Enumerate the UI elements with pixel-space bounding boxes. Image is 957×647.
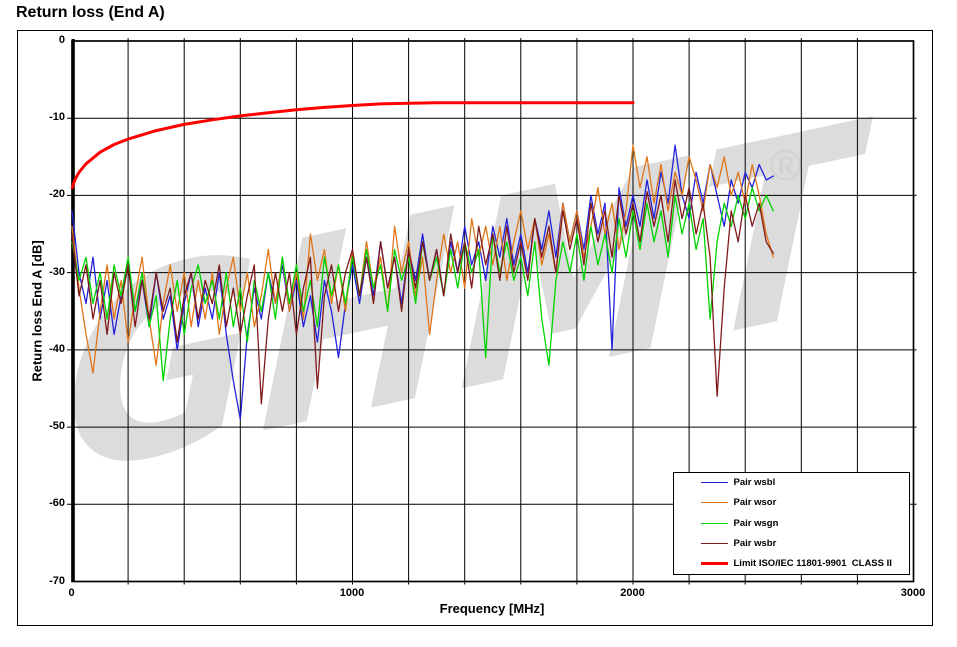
x-tick-label: 2000 <box>620 587 645 599</box>
legend-label: Limit ISO/IEC 11801-9901 CLASS II <box>733 557 892 569</box>
legend-item: Pair wsor <box>674 493 909 513</box>
legend-line-swatch <box>700 522 728 524</box>
y-axis-title: Return loss End A [dB] <box>29 240 45 382</box>
watermark-clip: GHMT ® <box>72 41 914 582</box>
y-tick-label: -30 <box>49 265 65 278</box>
legend-label: Pair wsbl <box>733 477 776 489</box>
series-limit-iso-iec-11801-9901-class-ii <box>70 101 634 190</box>
x-tick-label: 3000 <box>900 587 926 599</box>
legend-line-swatch <box>700 502 728 504</box>
x-axis-title: Frequency [MHz] <box>439 601 545 616</box>
legend-line-swatch <box>700 542 728 544</box>
chart-title: Return loss (End A) <box>16 4 165 21</box>
legend-item: Pair wsbl <box>674 473 909 493</box>
legend-item: Pair wsgn <box>674 513 909 533</box>
legend-label: Pair wsor <box>733 497 777 509</box>
x-tick-label: 1000 <box>339 587 365 599</box>
series-pair-wsgn <box>70 187 774 382</box>
series-pair-wsbl <box>70 144 774 421</box>
y-tick-label: 0 <box>58 34 65 46</box>
y-tick-label: -40 <box>49 342 65 355</box>
y-tick-label: -20 <box>49 188 65 201</box>
legend-box: Pair wsbl Pair wsor Pair wsgn Pair wsbr Limi… <box>672 471 910 575</box>
y-tick-label: -10 <box>49 111 65 124</box>
x-tick-label: 0 <box>68 587 75 599</box>
registered-trademark-icon: ® <box>769 141 802 190</box>
legend-line-swatch <box>700 561 728 565</box>
y-tick-label: -70 <box>49 574 65 587</box>
legend-item: Limit ISO/IEC 11801-9901 CLASS II <box>674 553 909 573</box>
legend-label: Pair wsbr <box>733 537 777 549</box>
legend-item: Pair wsbr <box>674 533 909 553</box>
y-tick-label: -50 <box>49 420 65 433</box>
legend-line-swatch <box>700 482 728 484</box>
chart-canvas <box>66 38 916 585</box>
series-pair-wsor <box>70 144 774 374</box>
plot-area: GHMT ® Pair wsbl Pair wsor Pair wsgn Pair w… <box>66 38 916 585</box>
series-pair-wsbr <box>70 179 774 405</box>
legend-label: Pair wsgn <box>733 517 779 529</box>
y-tick-label: -60 <box>49 497 65 510</box>
